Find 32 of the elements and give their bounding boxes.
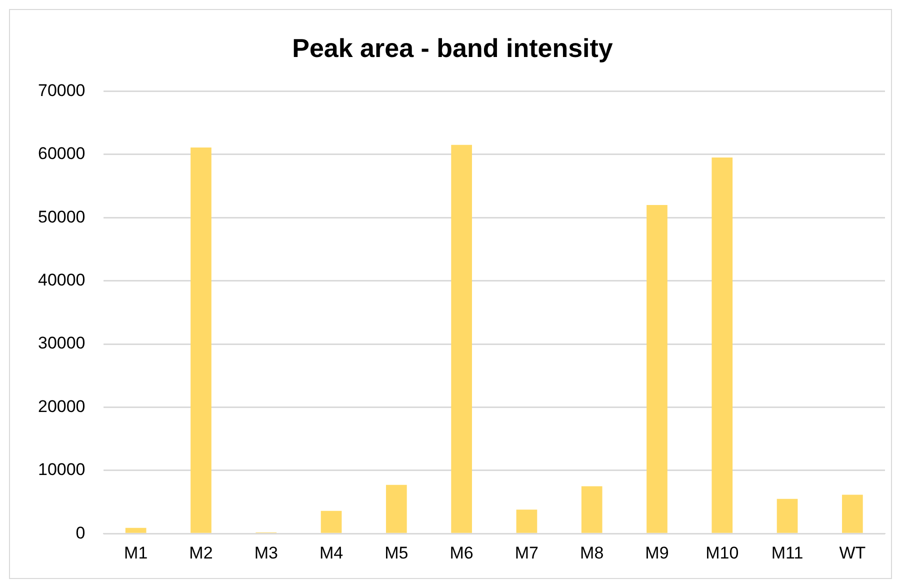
bar [125,528,146,533]
x-tick-label: M3 [254,543,278,562]
x-tick-label: WT [839,543,866,562]
x-tick-label: M9 [645,543,669,562]
x-tick-label: M1 [124,543,148,562]
bar [842,494,863,533]
y-tick-label: 0 [76,523,86,542]
bar [516,510,538,533]
x-tick-label: M5 [384,543,408,562]
x-tick-label: M10 [706,543,739,562]
y-tick-label: 70000 [38,80,86,100]
bar [451,144,472,533]
x-tick-label: M11 [771,543,804,562]
x-tick-label: M6 [450,543,474,562]
bar [646,204,668,533]
y-tick-label: 10000 [38,460,86,480]
bar [712,158,733,533]
x-tick-label: M7 [514,543,539,562]
x-tick-label: M8 [580,543,604,562]
y-tick-label: 60000 [38,144,86,164]
y-tick-label: 40000 [38,270,86,290]
chart-title: Peak area - band intensity [292,32,614,63]
bar [386,484,407,533]
y-tick-label: 20000 [38,396,86,416]
bar [581,486,602,533]
x-tick-label: M4 [319,543,344,562]
y-tick-label: 30000 [38,334,86,353]
bar [190,147,212,533]
bar [776,498,798,533]
x-tick-label: M2 [189,543,213,562]
bar [320,510,342,533]
y-tick-label: 50000 [38,207,86,226]
